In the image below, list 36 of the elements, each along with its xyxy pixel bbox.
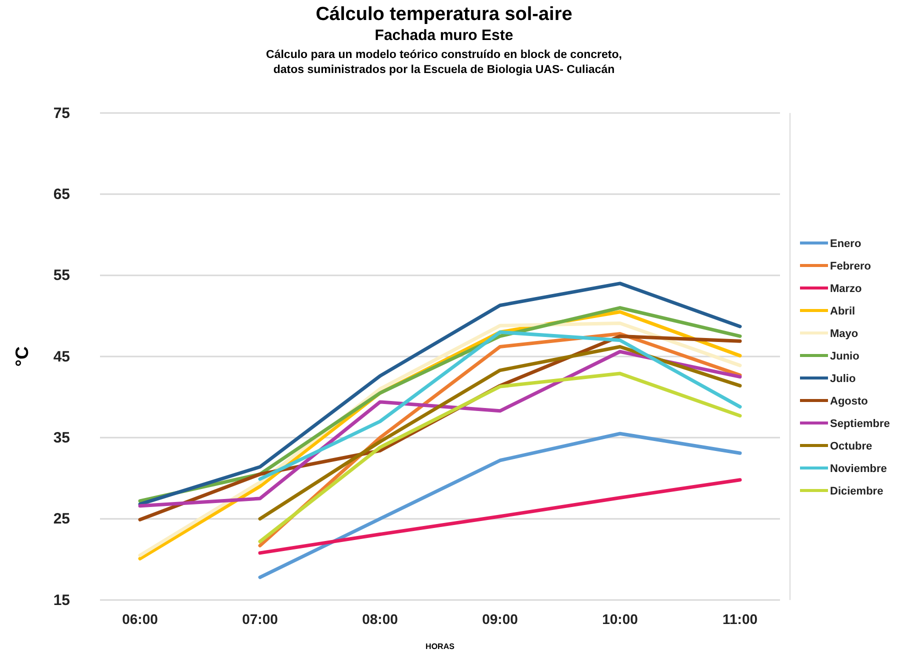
legend-label: Enero <box>830 238 862 250</box>
legend-label: Febrero <box>830 260 872 272</box>
y-tick-label: 65 <box>53 186 70 203</box>
x-tick-label: 09:00 <box>482 610 518 627</box>
legend-label: Agosto <box>830 396 868 408</box>
text: Cálculo para un modelo teórico construído en block de concreto, <box>266 49 622 61</box>
legend-label: Junio <box>830 350 860 362</box>
legend-label: Septiembre <box>830 418 890 430</box>
chart-title: Cálculo temperatura sol-aire <box>316 4 572 25</box>
y-tick-label: 15 <box>53 592 70 609</box>
y-tick-label: 75 <box>53 104 70 122</box>
y-tick-label: 25 <box>53 510 70 528</box>
line-series <box>258 478 742 555</box>
line-series <box>258 345 742 521</box>
legend-label: Abril <box>830 306 856 318</box>
legend-label: Marzo <box>830 283 862 295</box>
line-series <box>258 372 742 544</box>
text: datos suministrados por la Escuela de Biologia UAS- Culiacán <box>273 64 615 76</box>
x-tick-label: 10:00 <box>602 610 638 627</box>
legend-label: Julio <box>830 373 856 385</box>
x-tick-label: 11:00 <box>722 610 758 627</box>
x-tick-label: 07:00 <box>242 610 278 627</box>
y-tick-label: 55 <box>53 267 70 284</box>
y-tick-label: 35 <box>53 429 70 446</box>
line-series <box>258 330 742 481</box>
x-tick-label: 08:00 <box>362 610 398 627</box>
chart-subtitle: Fachada muro Este <box>374 27 514 44</box>
line-series <box>258 432 742 580</box>
legend-label: Mayo <box>830 328 858 340</box>
legend-label: Noviembre <box>830 463 887 475</box>
legend-label: Octubre <box>830 440 872 452</box>
legend-label: Diciembre <box>830 486 884 498</box>
y-axis-title: °C <box>12 346 32 367</box>
x-axis-title: HORAS <box>426 642 456 651</box>
y-tick-label: 45 <box>53 348 70 366</box>
x-tick-label: 06:00 <box>122 610 158 627</box>
